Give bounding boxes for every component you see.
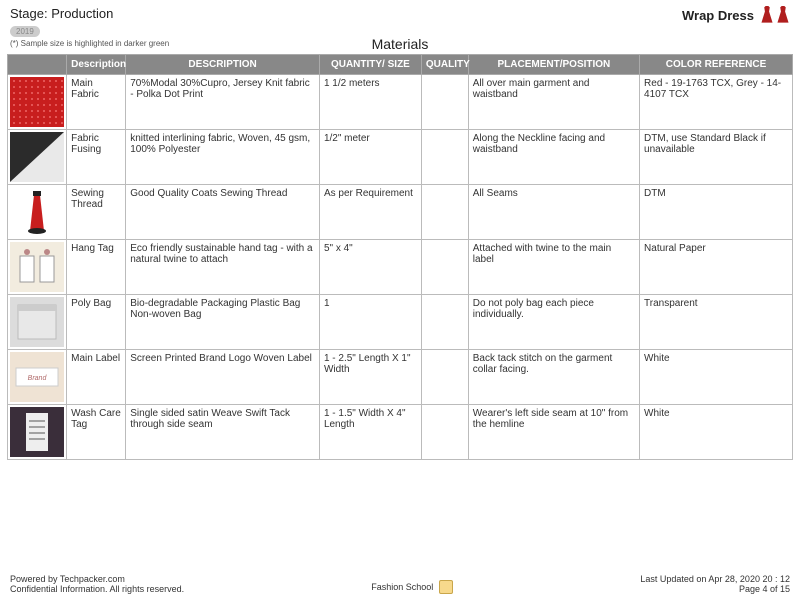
cell-quality bbox=[421, 185, 468, 240]
cell-placement: Back tack stitch on the garment collar f… bbox=[468, 350, 639, 405]
cell-swatch bbox=[8, 405, 67, 460]
cell-desc: Single sided satin Weave Swift Tack thro… bbox=[126, 405, 320, 460]
cell-short: Hang Tag bbox=[67, 240, 126, 295]
cell-color: Transparent bbox=[640, 295, 793, 350]
footer-right: Last Updated on Apr 28, 2020 20 : 12 Pag… bbox=[640, 574, 790, 594]
page-number: Page 4 of 15 bbox=[640, 584, 790, 594]
cell-swatch bbox=[8, 295, 67, 350]
header-right: Wrap Dress bbox=[682, 6, 790, 24]
last-updated: Last Updated on Apr 28, 2020 20 : 12 bbox=[640, 574, 790, 584]
cell-short: Main Label bbox=[67, 350, 126, 405]
cell-quality bbox=[421, 240, 468, 295]
th-qty: QUANTITY/ SIZE bbox=[319, 55, 421, 75]
table-row: Wash Care Tag Single sided satin Weave S… bbox=[8, 405, 793, 460]
cell-desc: Good Quality Coats Sewing Thread bbox=[126, 185, 320, 240]
cell-quality bbox=[421, 130, 468, 185]
cell-color: White bbox=[640, 350, 793, 405]
cell-color: Natural Paper bbox=[640, 240, 793, 295]
footer-center: Fashion School bbox=[371, 580, 453, 594]
cell-placement: Do not poly bag each piece individually. bbox=[468, 295, 639, 350]
cell-swatch bbox=[8, 185, 67, 240]
cell-quality bbox=[421, 295, 468, 350]
product-name: Wrap Dress bbox=[682, 8, 754, 23]
cell-qty: 1/2" meter bbox=[319, 130, 421, 185]
page-header: Stage: Production Wrap Dress bbox=[0, 0, 800, 24]
table-row: Poly Bag Bio-degradable Packaging Plasti… bbox=[8, 295, 793, 350]
table-row: Hang Tag Eco friendly sustainable hand t… bbox=[8, 240, 793, 295]
materials-table: Description DESCRIPTION QUANTITY/ SIZE Q… bbox=[7, 54, 793, 460]
year-badge: 2019 bbox=[10, 26, 40, 37]
cell-short: Fabric Fusing bbox=[67, 130, 126, 185]
svg-text:Brand: Brand bbox=[28, 375, 48, 382]
footer-center-label: Fashion School bbox=[371, 582, 433, 592]
cell-quality bbox=[421, 350, 468, 405]
cell-placement: All Seams bbox=[468, 185, 639, 240]
cell-quality bbox=[421, 75, 468, 130]
cell-short: Wash Care Tag bbox=[67, 405, 126, 460]
cell-short: Main Fabric bbox=[67, 75, 126, 130]
cell-qty: 5" x 4" bbox=[319, 240, 421, 295]
powered-by: Powered by Techpacker.com bbox=[10, 574, 184, 584]
th-desc: DESCRIPTION bbox=[126, 55, 320, 75]
cell-placement: Wearer's left side seam at 10" from the … bbox=[468, 405, 639, 460]
cell-color: White bbox=[640, 405, 793, 460]
cell-desc: knitted interlining fabric, Woven, 45 gs… bbox=[126, 130, 320, 185]
table-row: Sewing Thread Good Quality Coats Sewing … bbox=[8, 185, 793, 240]
th-placement: PLACEMENT/POSITION bbox=[468, 55, 639, 75]
cell-color: DTM bbox=[640, 185, 793, 240]
cell-quality bbox=[421, 405, 468, 460]
cell-swatch bbox=[8, 130, 67, 185]
cell-qty: 1 1/2 meters bbox=[319, 75, 421, 130]
th-short: Description bbox=[67, 55, 126, 75]
cell-qty: As per Requirement bbox=[319, 185, 421, 240]
cell-short: Sewing Thread bbox=[67, 185, 126, 240]
cell-color: DTM, use Standard Black if unavailable bbox=[640, 130, 793, 185]
cell-placement: Attached with twine to the main label bbox=[468, 240, 639, 295]
th-color: COLOR REFERENCE bbox=[640, 55, 793, 75]
cell-qty: 1 - 2.5" Length X 1" Width bbox=[319, 350, 421, 405]
stage-label: Stage: Production bbox=[10, 6, 113, 21]
cell-swatch bbox=[8, 75, 67, 130]
cell-qty: 1 - 1.5" Width X 4" Length bbox=[319, 405, 421, 460]
cell-color: Red - 19-1763 TCX, Grey - 14-4107 TCX bbox=[640, 75, 793, 130]
cell-placement: Along the Neckline facing and waistband bbox=[468, 130, 639, 185]
confidential-note: Confidential Information. All rights res… bbox=[10, 584, 184, 594]
table-body: Main Fabric 70%Modal 30%Cupro, Jersey Kn… bbox=[8, 75, 793, 460]
cell-swatch bbox=[8, 240, 67, 295]
table-row: Brand Main Label Screen Printed Brand Lo… bbox=[8, 350, 793, 405]
dress-icon bbox=[776, 6, 790, 24]
table-header: Description DESCRIPTION QUANTITY/ SIZE Q… bbox=[8, 55, 793, 75]
th-quality: QUALITY bbox=[421, 55, 468, 75]
cell-short: Poly Bag bbox=[67, 295, 126, 350]
page-footer: Powered by Techpacker.com Confidential I… bbox=[0, 574, 800, 594]
cell-swatch: Brand bbox=[8, 350, 67, 405]
cell-desc: 70%Modal 30%Cupro, Jersey Knit fabric - … bbox=[126, 75, 320, 130]
table-row: Fabric Fusing knitted interlining fabric… bbox=[8, 130, 793, 185]
cell-desc: Screen Printed Brand Logo Woven Label bbox=[126, 350, 320, 405]
footer-left: Powered by Techpacker.com Confidential I… bbox=[10, 574, 184, 594]
cell-desc: Eco friendly sustainable hand tag - with… bbox=[126, 240, 320, 295]
footer-center-icon bbox=[439, 580, 453, 594]
table-row: Main Fabric 70%Modal 30%Cupro, Jersey Kn… bbox=[8, 75, 793, 130]
cell-qty: 1 bbox=[319, 295, 421, 350]
cell-desc: Bio-degradable Packaging Plastic Bag Non… bbox=[126, 295, 320, 350]
cell-placement: All over main garment and waistband bbox=[468, 75, 639, 130]
dress-icons bbox=[760, 6, 790, 24]
dress-icon bbox=[760, 6, 774, 24]
th-image bbox=[8, 55, 67, 75]
